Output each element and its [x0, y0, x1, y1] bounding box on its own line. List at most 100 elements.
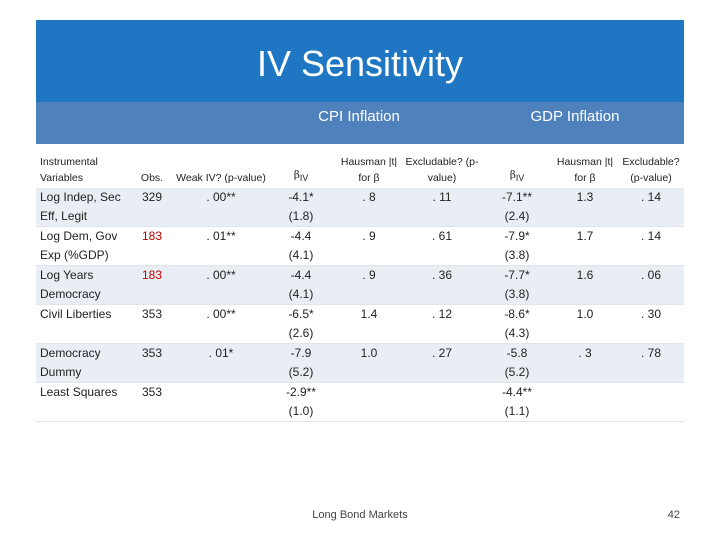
cpi-excludable-value: . 27 — [431, 346, 452, 360]
standard-error: (1.1) — [504, 404, 530, 418]
cpi-beta-cell: -4.1* (1.8) — [266, 188, 336, 227]
obs-value: 183 — [141, 268, 163, 282]
instrument-value: Civil Liberties — [40, 307, 112, 321]
table-row: Least Squares 353 -2.9** (1.0) -4.4** (1.1) — [36, 382, 684, 422]
column-group-header: CPI Inflation GDP Inflation — [36, 102, 684, 144]
cpi-hausman-cell — [336, 382, 402, 422]
beta-subscript: IV — [515, 173, 525, 183]
cpi-beta-value: -7.9 — [290, 346, 312, 360]
obs-cell: 183 — [128, 226, 176, 266]
cpi-hausman-value: . 9 — [362, 229, 376, 243]
weak-iv-cell: . 00** — [176, 188, 266, 227]
gdp-excludable-value: . 30 — [640, 307, 661, 321]
standard-error: (3.8) — [504, 248, 530, 262]
gdp-hausman-cell: 1.7 — [552, 226, 618, 266]
header-obs: Obs. — [128, 144, 176, 188]
cpi-excludable-value: . 12 — [431, 307, 452, 321]
column-header-row: Instrumental Variables Obs. Weak IV? (p-… — [36, 144, 684, 188]
cpi-hausman-cell: . 8 — [336, 188, 402, 227]
header-cpi-beta: βIV — [266, 144, 336, 188]
footer-text: Long Bond Markets — [312, 509, 408, 521]
weak-iv-cell — [176, 382, 266, 422]
obs-cell: 353 — [128, 343, 176, 383]
header-weak-iv: Weak IV? (p-value) — [176, 144, 266, 188]
cpi-hausman-cell: 1.0 — [336, 343, 402, 383]
cpi-hausman-cell: . 9 — [336, 226, 402, 266]
cpi-excludable-cell: . 11 — [402, 188, 482, 227]
obs-value: 353 — [141, 385, 163, 399]
gdp-hausman-value: . 3 — [578, 346, 592, 360]
gdp-beta-cell: -8.6* (4.3) — [482, 304, 552, 344]
table-row: Log Indep, Sec Eff, Legit 329 . 00** -4.1* (… — [36, 188, 684, 227]
cpi-beta-value: -4.4 — [290, 268, 312, 282]
gdp-hausman-cell: 1.6 — [552, 265, 618, 305]
gdp-excludable-cell: . 30 — [618, 304, 684, 344]
gdp-beta-value: -7.9* — [504, 229, 530, 243]
gdp-beta-value: -8.6* — [504, 307, 530, 321]
instrument-cell: Civil Liberties — [36, 304, 128, 344]
table-row: Log Years Democracy 183 . 00** -4.4 (4.1) . 9… — [36, 265, 684, 305]
standard-error: (2.4) — [504, 209, 530, 223]
weak-iv-value: . 01** — [206, 229, 236, 243]
instrument-value: Democracy Dummy — [40, 346, 101, 379]
standard-error: (3.8) — [504, 287, 530, 301]
weak-iv-value: . 00** — [206, 307, 236, 321]
iv-sensitivity-table: Instrumental Variables Obs. Weak IV? (p-… — [36, 144, 684, 422]
table-row: Log Dem, Gov Exp (%GDP) 183 . 01** -4.4 (4.1… — [36, 226, 684, 266]
beta-symbol: β — [293, 168, 300, 181]
beta-subscript: IV — [299, 173, 309, 183]
gdp-beta-cell: -7.1** (2.4) — [482, 188, 552, 227]
cpi-beta-cell: -4.4 (4.1) — [266, 226, 336, 266]
obs-value: 329 — [141, 190, 163, 204]
gdp-excludable-cell: . 78 — [618, 343, 684, 383]
instrument-value: Least Squares — [40, 385, 118, 399]
cpi-beta-value: -4.1* — [288, 190, 314, 204]
cpi-beta-value: -6.5* — [288, 307, 314, 321]
gdp-hausman-cell: 1.0 — [552, 304, 618, 344]
instrument-cell: Log Indep, Sec Eff, Legit — [36, 188, 128, 227]
gdp-hausman-value: 1.0 — [576, 307, 594, 321]
beta-symbol: β — [509, 168, 516, 181]
gdp-excludable-cell — [618, 382, 684, 422]
obs-value: 353 — [141, 346, 163, 360]
cpi-excludable-value: . 11 — [432, 190, 452, 204]
gdp-hausman-cell: 1.3 — [552, 188, 618, 227]
obs-cell: 183 — [128, 265, 176, 305]
gdp-excludable-value: . 78 — [640, 346, 661, 360]
weak-iv-cell: . 01** — [176, 226, 266, 266]
cpi-excludable-value: . 36 — [431, 268, 452, 282]
cpi-hausman-value: 1.0 — [360, 346, 378, 360]
weak-iv-cell: . 01* — [176, 343, 266, 383]
table-row: Democracy Dummy 353 . 01* -7.9 (5.2) 1.0 . 27 -… — [36, 343, 684, 383]
cpi-beta-cell: -2.9** (1.0) — [266, 382, 336, 422]
gdp-hausman-cell: . 3 — [552, 343, 618, 383]
cpi-excludable-cell: . 36 — [402, 265, 482, 305]
cpi-excludable-cell: . 27 — [402, 343, 482, 383]
standard-error: (5.2) — [504, 365, 530, 379]
standard-error: (1.8) — [288, 209, 314, 223]
standard-error: (4.1) — [288, 287, 314, 301]
obs-cell: 353 — [128, 382, 176, 422]
gdp-hausman-value: 1.6 — [576, 268, 594, 282]
gdp-beta-cell: -4.4** (1.1) — [482, 382, 552, 422]
gdp-beta-cell: -7.7* (3.8) — [482, 265, 552, 305]
weak-iv-value: . 00** — [206, 268, 236, 282]
cpi-excludable-cell: . 61 — [402, 226, 482, 266]
weak-iv-value: . 00** — [206, 190, 236, 204]
cpi-beta-cell: -6.5* (2.6) — [266, 304, 336, 344]
gdp-excludable-cell: . 06 — [618, 265, 684, 305]
slide-title: IV Sensitivity — [256, 43, 464, 84]
gdp-excludable-cell: . 14 — [618, 188, 684, 227]
instrument-cell: Log Dem, Gov Exp (%GDP) — [36, 226, 128, 266]
instrument-cell: Democracy Dummy — [36, 343, 128, 383]
gdp-beta-value: -4.4** — [501, 385, 533, 399]
gdp-beta-value: -5.8 — [506, 346, 528, 360]
gdp-excludable-value: . 14 — [640, 229, 661, 243]
standard-error: (4.3) — [504, 326, 530, 340]
title-banner: IV Sensitivity — [36, 20, 684, 102]
cpi-hausman-cell: 1.4 — [336, 304, 402, 344]
instrument-value: Log Years Democracy — [40, 268, 101, 301]
instrument-cell: Log Years Democracy — [36, 265, 128, 305]
table-body: Log Indep, Sec Eff, Legit 329 . 00** -4.1* (… — [36, 188, 684, 422]
standard-error: (2.6) — [288, 326, 314, 340]
